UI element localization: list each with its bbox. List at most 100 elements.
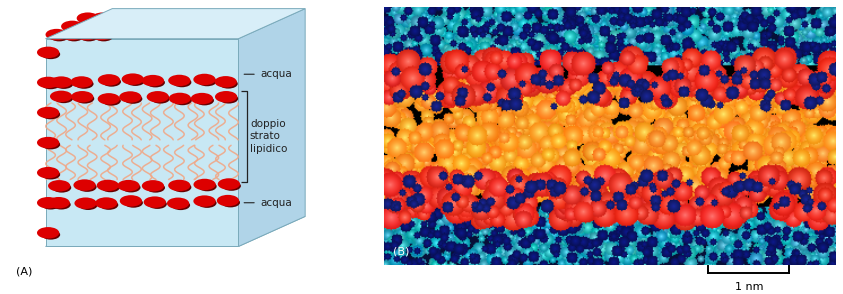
Ellipse shape [41,79,60,89]
Ellipse shape [217,178,240,190]
Ellipse shape [75,29,98,40]
Ellipse shape [101,183,120,192]
Ellipse shape [126,15,144,25]
Ellipse shape [119,91,142,103]
Polygon shape [239,9,305,246]
Ellipse shape [219,79,238,88]
Ellipse shape [76,21,98,32]
Ellipse shape [66,24,84,33]
Ellipse shape [124,198,143,208]
Text: 1 nm: 1 nm [734,282,763,292]
Ellipse shape [50,91,72,102]
Ellipse shape [217,195,239,206]
Ellipse shape [146,183,165,193]
Ellipse shape [222,181,241,191]
Ellipse shape [117,180,140,191]
Ellipse shape [110,15,130,25]
Ellipse shape [71,91,94,103]
Ellipse shape [52,183,72,193]
Ellipse shape [173,78,191,87]
Ellipse shape [51,200,71,210]
Ellipse shape [142,75,164,86]
Ellipse shape [102,96,121,106]
Ellipse shape [105,21,128,32]
Ellipse shape [98,74,120,86]
Ellipse shape [169,75,191,86]
Ellipse shape [173,96,192,105]
Ellipse shape [54,93,73,103]
Ellipse shape [121,74,144,85]
Ellipse shape [167,198,189,209]
Ellipse shape [37,167,59,178]
Text: acqua: acqua [260,69,293,79]
Ellipse shape [121,183,141,193]
Ellipse shape [79,32,99,41]
Ellipse shape [191,93,213,104]
Text: (A): (A) [16,267,32,277]
Ellipse shape [37,47,59,58]
Ellipse shape [96,15,115,25]
Ellipse shape [92,12,114,24]
Ellipse shape [41,140,60,149]
Ellipse shape [78,182,97,192]
Ellipse shape [120,195,142,207]
Ellipse shape [197,76,217,86]
Ellipse shape [193,74,216,85]
Ellipse shape [37,137,59,148]
Ellipse shape [90,29,112,40]
Ellipse shape [169,180,191,191]
Ellipse shape [194,179,216,190]
Ellipse shape [98,93,120,105]
Ellipse shape [215,76,237,88]
Ellipse shape [95,24,114,33]
Ellipse shape [41,200,60,210]
Text: acqua: acqua [260,198,293,208]
Ellipse shape [61,21,83,32]
Ellipse shape [47,197,70,208]
Ellipse shape [151,94,169,103]
Ellipse shape [173,183,191,192]
Text: doppio
strato
lipidico: doppio strato lipidico [250,119,287,154]
Ellipse shape [123,94,142,104]
Ellipse shape [95,197,117,209]
Ellipse shape [219,94,239,103]
Ellipse shape [37,107,59,118]
Ellipse shape [41,110,60,119]
Ellipse shape [50,32,69,41]
Ellipse shape [215,91,237,103]
Ellipse shape [54,79,73,89]
Ellipse shape [147,91,169,103]
Ellipse shape [146,78,165,87]
Ellipse shape [143,196,166,208]
Ellipse shape [46,29,67,40]
Ellipse shape [106,12,129,24]
Ellipse shape [80,24,99,33]
Ellipse shape [75,94,94,103]
Ellipse shape [65,32,83,41]
Ellipse shape [81,15,99,25]
Ellipse shape [110,24,129,33]
Ellipse shape [221,198,240,207]
Ellipse shape [74,198,97,209]
Ellipse shape [73,179,96,191]
Ellipse shape [61,29,83,40]
Ellipse shape [148,199,167,209]
Ellipse shape [121,12,143,24]
Ellipse shape [41,230,60,240]
Ellipse shape [99,200,118,210]
Ellipse shape [37,197,59,208]
Ellipse shape [197,198,217,208]
Ellipse shape [75,79,94,89]
Text: (B): (B) [393,247,409,257]
Ellipse shape [142,180,164,192]
Ellipse shape [50,76,72,88]
Ellipse shape [193,195,216,207]
Ellipse shape [126,76,145,86]
Ellipse shape [41,170,60,179]
Ellipse shape [77,12,99,24]
Ellipse shape [37,77,59,88]
Ellipse shape [169,93,191,104]
Polygon shape [46,39,239,246]
Ellipse shape [48,180,70,192]
Ellipse shape [78,200,98,210]
